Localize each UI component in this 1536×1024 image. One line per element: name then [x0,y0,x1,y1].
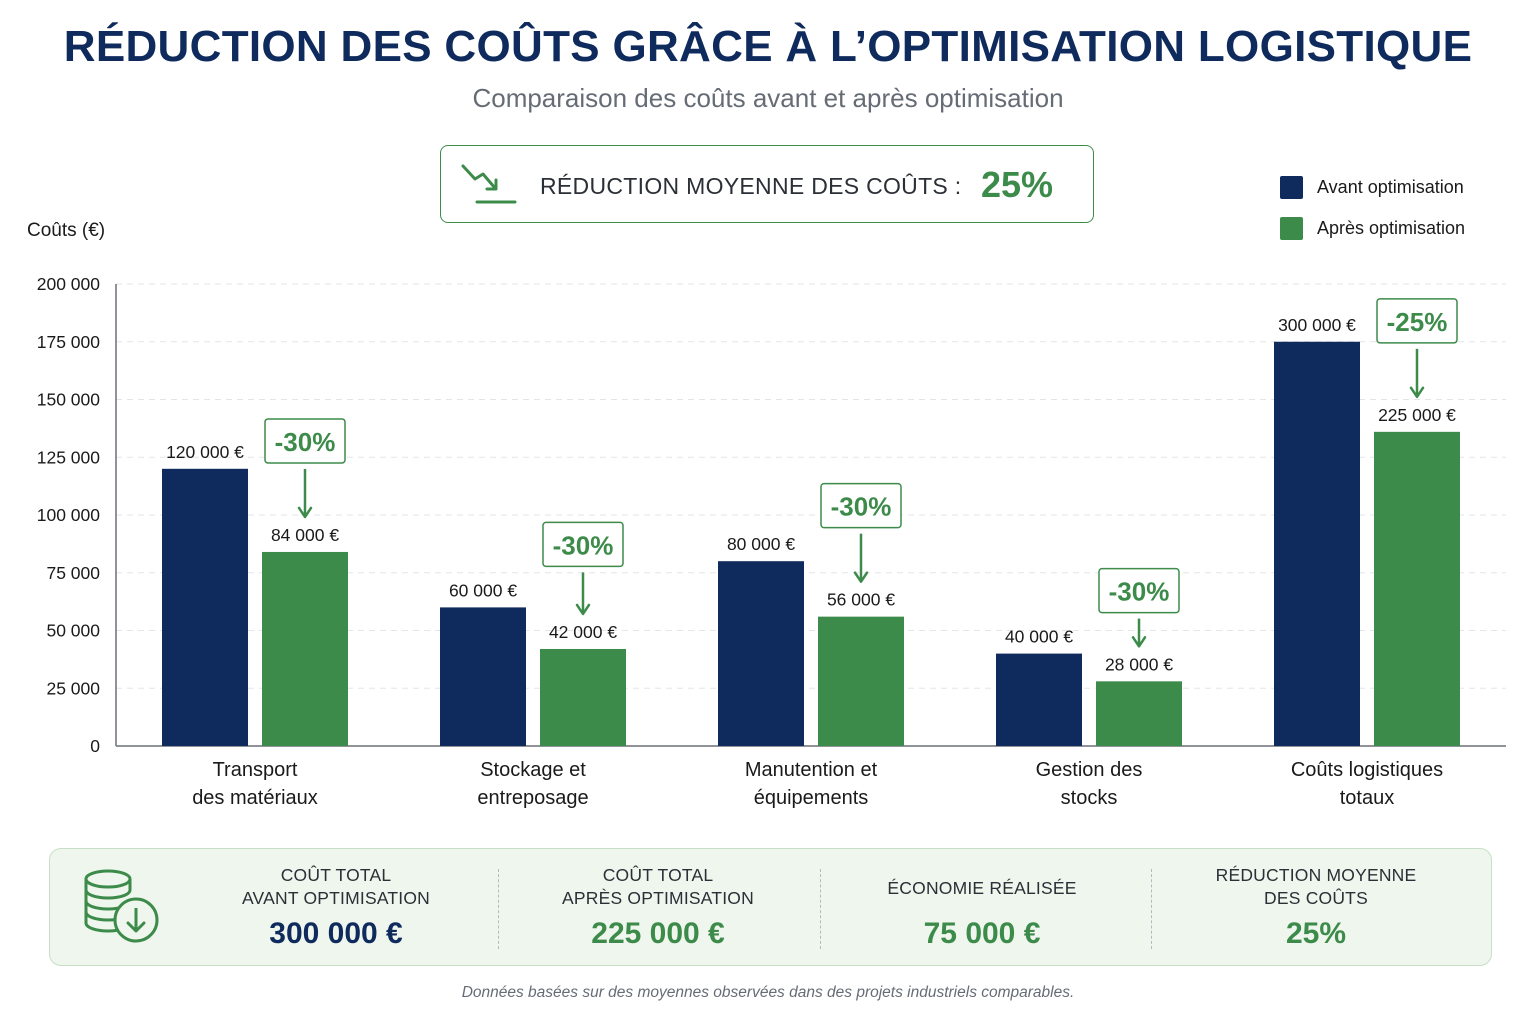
summary-label-line: DES COÛTS [1264,888,1368,908]
data-label-before: 60 000 € [449,580,517,600]
bar-after [818,616,904,746]
legend-label-before: Avant optimisation [1317,177,1464,197]
y-tick-label: 75 000 [46,563,100,583]
reduction-label: -30% [553,530,614,560]
average-reduction-value: 25% [981,164,1054,205]
x-category-label: Manutention et [745,759,878,781]
legend-label-after: Après optimisation [1317,218,1466,238]
y-axis-title: Coûts (€) [27,220,106,241]
x-category-label: Coûts logistiques [1291,759,1443,781]
summary-total-after: COÛT TOTAL APRÈS OPTIMISATION 225 000 € [522,849,794,967]
bar-before [162,468,248,746]
bar-before [1274,341,1360,746]
bar-after [540,648,626,746]
summary-label-line: AVANT OPTIMISATION [241,888,431,908]
data-label-after: 84 000 € [271,525,339,545]
bar-chart: 0 25 000 50 000 75 000 100 000 125 000 150 000… [37,274,1506,809]
x-category-label: stocks [1061,787,1118,809]
y-tick-label: 200 000 [37,274,101,294]
coins-down-icon [84,869,159,943]
summary-value: 75 000 € [923,917,1041,950]
x-category-label: Stockage et [480,759,586,781]
summary-value: 225 000 € [591,917,725,950]
data-label-before: 40 000 € [1005,627,1073,647]
reduction-arrowhead [1409,386,1425,399]
summary-label-line: ÉCONOMIE RÉALISÉE [887,878,1077,898]
reduction-label: -30% [831,492,892,522]
x-category-label: équipements [754,787,869,809]
bar-after [262,551,348,746]
data-label-before: 120 000 € [166,442,244,462]
y-tick-label: 25 000 [46,678,100,698]
legend-swatch-before [1280,176,1303,199]
legend-swatch-after [1280,217,1303,240]
summary-savings: ÉCONOMIE RÉALISÉE 75 000 € [846,849,1118,967]
reduction-arrowhead [1131,636,1147,648]
summary-average-reduction: RÉDUCTION MOYENNE DES COÛTS 25% [1180,849,1452,967]
data-label-before: 80 000 € [727,534,795,554]
bar-after [1374,431,1460,746]
reduction-arrowhead [853,571,869,583]
reduction-arrowhead [575,603,591,616]
average-reduction-banner: RÉDUCTION MOYENNE DES COÛTS : 25% [440,145,1094,223]
reduction-badge [542,521,624,568]
summary-label-line: COÛT TOTAL [602,865,714,885]
summary-label-line: APRÈS OPTIMISATION [562,888,754,908]
data-label-after: 225 000 € [1378,405,1456,425]
bar-before [440,607,526,746]
data-label-after: 42 000 € [549,622,617,642]
summary-divider [820,869,821,949]
y-tick-label: 50 000 [46,621,100,641]
y-tick-label: 100 000 [37,505,101,525]
summary-divider [498,869,499,949]
reduction-label: -30% [275,427,336,457]
x-category-label: totaux [1340,787,1394,809]
page-title: RÉDUCTION DES COÛTS GRÂCE À L’OPTIMISATI… [63,22,1473,71]
data-label-after: 56 000 € [827,590,895,610]
x-category-label: Transport [213,759,298,781]
data-label-after: 28 000 € [1105,654,1173,674]
footnote: Données basées sur des moyennes observée… [461,984,1075,1001]
summary-label-line: COÛT TOTAL [280,865,392,885]
average-reduction-label: RÉDUCTION MOYENNE DES COÛTS : [540,173,962,199]
reduction-badge [264,418,346,464]
bar-before [718,561,804,746]
x-category-label: Gestion des [1036,759,1143,781]
data-label-before: 300 000 € [1278,315,1356,335]
x-category-label: entreposage [477,787,588,809]
summary-total-before: COÛT TOTAL AVANT OPTIMISATION 300 000 € [200,849,472,967]
summary-panel: COÛT TOTAL AVANT OPTIMISATION 300 000 € … [49,848,1492,966]
reduction-label: -30% [1109,577,1170,607]
reduction-label: -25% [1387,307,1448,337]
summary-value: 25% [1285,917,1347,950]
reduction-badge [1098,567,1180,614]
y-tick-label: 0 [90,736,100,756]
page-subtitle: Comparaison des coûts avant et après opt… [472,83,1064,113]
x-category-label: des matériaux [192,787,318,809]
bar-after [1096,681,1182,746]
bar-before [996,653,1082,746]
y-tick-label: 175 000 [37,332,101,352]
summary-value: 300 000 € [269,917,403,950]
y-tick-label: 125 000 [37,447,101,467]
summary-label-line: RÉDUCTION MOYENNE [1215,865,1417,885]
reduction-badge [820,482,902,529]
reduction-badge [1376,298,1458,344]
summary-divider [1151,869,1152,949]
y-tick-label: 150 000 [37,390,101,410]
trend-down-icon [461,164,517,204]
reduction-arrowhead [297,506,313,519]
